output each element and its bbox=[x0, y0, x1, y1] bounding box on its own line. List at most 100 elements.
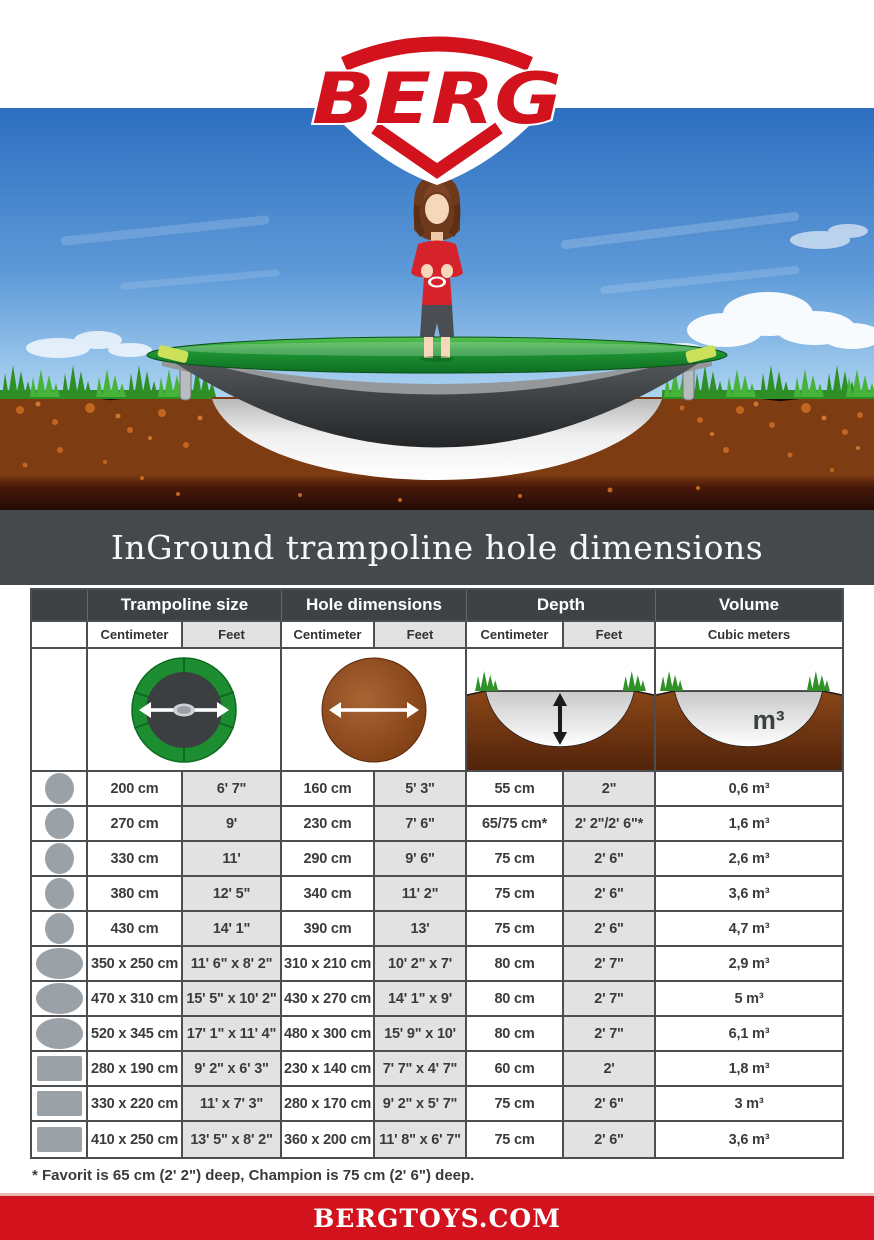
subheader-cubic-meters: Cubic meters bbox=[656, 622, 842, 649]
row-shape-cell bbox=[32, 1017, 88, 1052]
volume-diagram-cell: m³ bbox=[656, 649, 842, 772]
end-strap bbox=[157, 345, 189, 363]
value-cell: 13' 5" x 8' 2" bbox=[183, 1122, 282, 1157]
end-strap bbox=[685, 345, 717, 363]
value-cell: 80 cm bbox=[467, 1017, 564, 1052]
footnote: * Favorit is 65 cm (2' 2") deep, Champio… bbox=[32, 1167, 475, 1184]
group-header-depth: Depth bbox=[467, 590, 656, 622]
value-cell: 480 x 300 cm bbox=[282, 1017, 375, 1052]
value-cell: 3 m³ bbox=[656, 1087, 842, 1122]
value-cell: 75 cm bbox=[467, 1087, 564, 1122]
logo-shield bbox=[317, 28, 557, 185]
value-cell: 10' 2" x 7' bbox=[375, 947, 467, 982]
value-cell: 17' 1" x 11' 4" bbox=[183, 1017, 282, 1052]
value-cell: 2' 2"/2' 6"* bbox=[564, 807, 656, 842]
value-cell: 14' 1" x 9' bbox=[375, 982, 467, 1017]
value-cell: 2,9 m³ bbox=[656, 947, 842, 982]
depth-diagram-icon bbox=[467, 649, 654, 770]
value-cell: 7' 7" x 4' 7" bbox=[375, 1052, 467, 1087]
value-cell: 75 cm bbox=[467, 1122, 564, 1157]
logo-wordmark: BERG bbox=[312, 58, 562, 140]
value-cell: 2' 7" bbox=[564, 982, 656, 1017]
value-cell: 200 cm bbox=[88, 772, 183, 807]
value-cell: 1,6 m³ bbox=[656, 807, 842, 842]
value-cell: 470 x 310 cm bbox=[88, 982, 183, 1017]
trampoline-topview-cell bbox=[88, 649, 282, 772]
value-cell: 80 cm bbox=[467, 947, 564, 982]
value-cell: 1,8 m³ bbox=[656, 1052, 842, 1087]
row-shape-cell bbox=[32, 877, 88, 912]
row-shape-cell bbox=[32, 807, 88, 842]
illustration-spacer bbox=[32, 649, 88, 772]
footer-banner: BERGTOYS.COM bbox=[0, 1193, 874, 1240]
value-cell: 390 cm bbox=[282, 912, 375, 947]
value-cell: 65/75 cm* bbox=[467, 807, 564, 842]
row-shape-cell bbox=[32, 912, 88, 947]
oval-shape-icon bbox=[35, 948, 83, 979]
value-cell: 2' 6" bbox=[564, 842, 656, 877]
value-cell: 3,6 m³ bbox=[656, 877, 842, 912]
circle-shape-icon bbox=[44, 773, 74, 804]
value-cell: 11' 8" x 6' 7" bbox=[375, 1122, 467, 1157]
oval-shape-icon bbox=[35, 983, 83, 1014]
inground-trampoline bbox=[146, 336, 728, 448]
value-cell: 2" bbox=[564, 772, 656, 807]
value-cell: 2,6 m³ bbox=[656, 842, 842, 877]
value-cell: 11' 6" x 8' 2" bbox=[183, 947, 282, 982]
value-cell: 410 x 250 cm bbox=[88, 1122, 183, 1157]
logo-top-arc bbox=[341, 36, 533, 71]
trampoline-topview-icon bbox=[131, 656, 237, 763]
value-cell: 13' bbox=[375, 912, 467, 947]
row-shape-cell bbox=[32, 1122, 88, 1157]
value-cell: 340 cm bbox=[282, 877, 375, 912]
value-cell: 5' 3" bbox=[375, 772, 467, 807]
value-cell: 11' x 7' 3" bbox=[183, 1087, 282, 1122]
value-cell: 2' 6" bbox=[564, 877, 656, 912]
value-cell: 2' 7" bbox=[564, 1017, 656, 1052]
subheader-spacer bbox=[32, 622, 88, 649]
value-cell: 12' 5" bbox=[183, 877, 282, 912]
circle-shape-icon bbox=[44, 913, 74, 944]
value-cell: 3,6 m³ bbox=[656, 1122, 842, 1157]
value-cell: 75 cm bbox=[467, 877, 564, 912]
value-cell: 9' 2" x 6' 3" bbox=[183, 1052, 282, 1087]
corner-header-cell bbox=[32, 590, 88, 622]
value-cell: 55 cm bbox=[467, 772, 564, 807]
value-cell: 15' 5" x 10' 2" bbox=[183, 982, 282, 1017]
table-section: Trampoline size Hole dimensions Depth Vo… bbox=[0, 585, 874, 1184]
value-cell: 80 cm bbox=[467, 982, 564, 1017]
value-cell: 5 m³ bbox=[656, 982, 842, 1017]
value-cell: 11' 2" bbox=[375, 877, 467, 912]
berg-logo: BERG bbox=[310, 28, 564, 185]
value-cell: 2' 6" bbox=[564, 912, 656, 947]
grass bbox=[0, 365, 874, 399]
dimensions-table: Trampoline size Hole dimensions Depth Vo… bbox=[30, 588, 844, 1159]
value-cell: 6,1 m³ bbox=[656, 1017, 842, 1052]
value-cell: 330 x 220 cm bbox=[88, 1087, 183, 1122]
value-cell: 9' 6" bbox=[375, 842, 467, 877]
row-shape-cell bbox=[32, 947, 88, 982]
hole-topview-cell bbox=[282, 649, 467, 772]
value-cell: 520 x 345 cm bbox=[88, 1017, 183, 1052]
value-cell: 2' bbox=[564, 1052, 656, 1087]
page-title: InGround trampoline hole dimensions bbox=[110, 528, 764, 567]
circle-shape-icon bbox=[44, 843, 74, 874]
value-cell: 310 x 210 cm bbox=[282, 947, 375, 982]
value-cell: 4,7 m³ bbox=[656, 912, 842, 947]
depth-diagram-cell bbox=[467, 649, 656, 772]
value-cell: 7' 6" bbox=[375, 807, 467, 842]
cubic-meter-label: m³ bbox=[753, 705, 785, 735]
value-cell: 14' 1" bbox=[183, 912, 282, 947]
value-cell: 9' bbox=[183, 807, 282, 842]
value-cell: 230 cm bbox=[282, 807, 375, 842]
row-shape-cell bbox=[32, 982, 88, 1017]
group-header-volume: Volume bbox=[656, 590, 842, 622]
frame-pad bbox=[146, 336, 728, 374]
value-cell: 160 cm bbox=[282, 772, 375, 807]
value-cell: 380 cm bbox=[88, 877, 183, 912]
group-header-trampoline-size: Trampoline size bbox=[88, 590, 282, 622]
value-cell: 60 cm bbox=[467, 1052, 564, 1087]
website-url: BERGTOYS.COM bbox=[313, 1203, 561, 1233]
value-cell: 430 cm bbox=[88, 912, 183, 947]
